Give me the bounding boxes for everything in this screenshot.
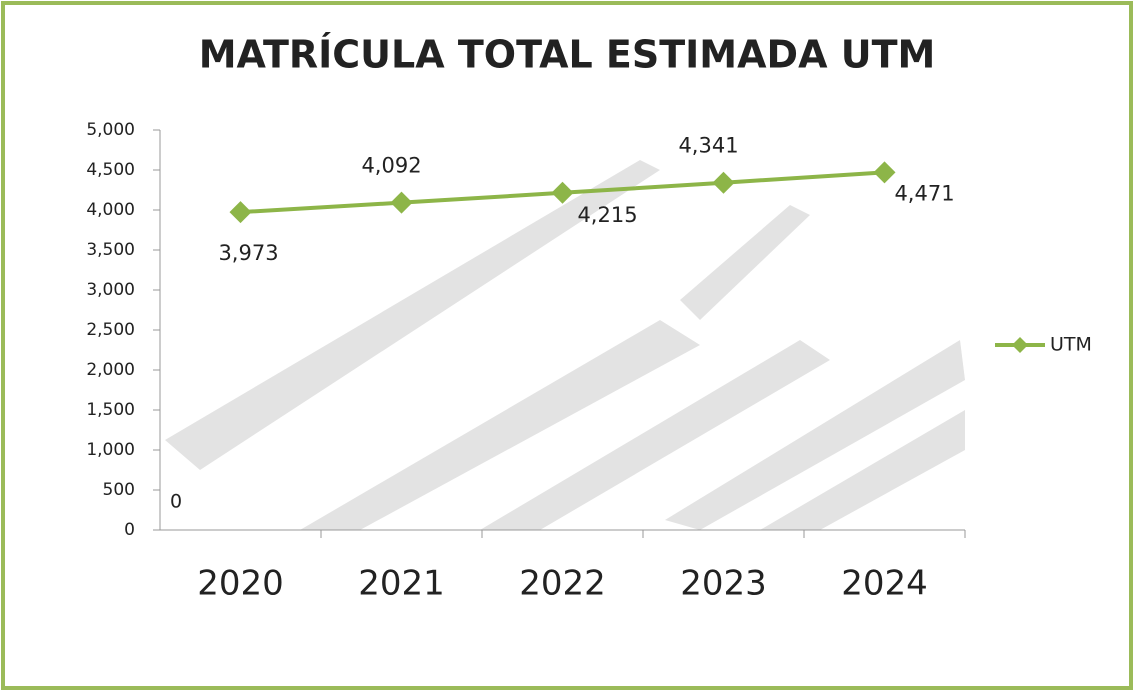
data-label: 4,341: [678, 134, 738, 158]
y-tick-label: 2,000: [86, 360, 135, 380]
y-tick-label: 0: [124, 520, 135, 540]
annotation: 0: [170, 491, 182, 513]
x-tick-label: 2020: [197, 564, 284, 604]
x-tick-label: 2022: [519, 564, 606, 604]
x-tick-label: 2023: [680, 564, 767, 604]
y-tick-label: 4,500: [86, 160, 135, 180]
y-tick-label: 5,000: [86, 120, 135, 140]
data-label: 3,973: [218, 241, 278, 265]
x-tick-label: 2024: [841, 564, 928, 604]
data-label: 4,215: [577, 203, 637, 227]
y-tick-label: 1,000: [86, 440, 135, 460]
x-tick-label: 2021: [358, 564, 445, 604]
y-tick-label: 4,000: [86, 200, 135, 220]
chart-title: MATRÍCULA TOTAL ESTIMADA UTM: [199, 33, 936, 77]
y-tick-label: 1,500: [86, 400, 135, 420]
y-tick-label: 3,000: [86, 280, 135, 300]
data-label: 4,092: [361, 154, 421, 178]
y-tick-label: 2,500: [86, 320, 135, 340]
y-tick-label: 500: [103, 480, 135, 500]
data-label: 4,471: [894, 181, 954, 205]
chart: MATRÍCULA TOTAL ESTIMADA UTM 0 0 500 1,000…: [0, 0, 1134, 691]
legend-label: UTM: [1050, 334, 1092, 356]
y-tick-label: 3,500: [86, 240, 135, 260]
